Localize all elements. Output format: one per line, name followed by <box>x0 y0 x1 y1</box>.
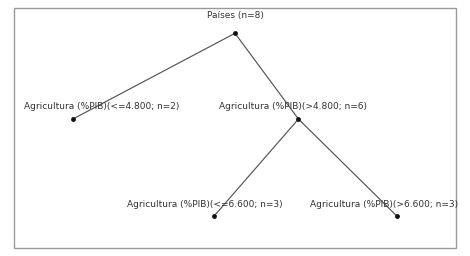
Text: Agricultura (%PIB)(<=4.800; n=2): Agricultura (%PIB)(<=4.800; n=2) <box>24 102 179 111</box>
Text: Agricultura (%PIB)(>6.600; n=3): Agricultura (%PIB)(>6.600; n=3) <box>310 200 458 209</box>
Text: Países (n=8): Países (n=8) <box>206 12 264 20</box>
Text: Agricultura (%PIB)(>4.800; n=6): Agricultura (%PIB)(>4.800; n=6) <box>219 102 367 111</box>
Text: Agricultura (%PIB)(<=6.600; n=3): Agricultura (%PIB)(<=6.600; n=3) <box>127 200 282 209</box>
